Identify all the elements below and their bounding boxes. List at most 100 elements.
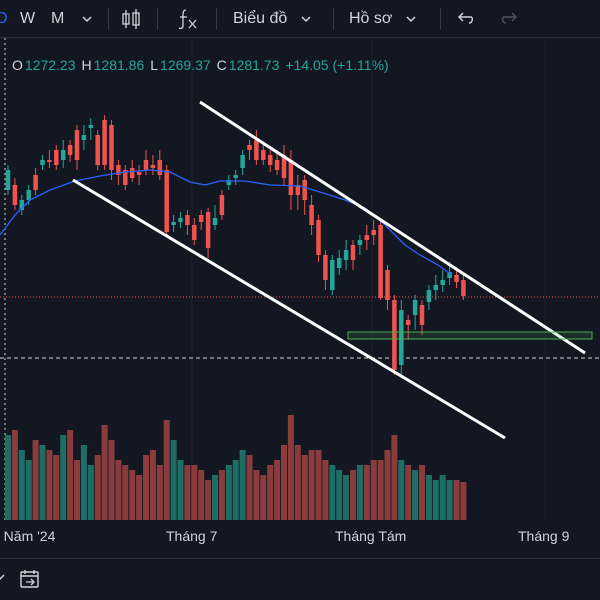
- candle-body: [274, 160, 280, 170]
- candle-body: [419, 305, 425, 325]
- volume-bar: [432, 480, 439, 520]
- volume-bar: [425, 475, 432, 520]
- chevron-down-icon: [301, 16, 311, 23]
- chart-style-button[interactable]: [120, 0, 142, 38]
- volume-bar: [74, 460, 80, 520]
- candle-body: [26, 190, 31, 200]
- redo-button[interactable]: [500, 0, 520, 38]
- volume-bar: [239, 450, 246, 520]
- date-range-button[interactable]: [18, 567, 42, 596]
- volume-bar: [419, 465, 425, 520]
- chart-type-dropdown[interactable]: Biểu đồ: [233, 0, 313, 38]
- chevron-down-icon: [0, 574, 5, 581]
- indicators-button[interactable]: [176, 0, 198, 38]
- candle-body: [143, 160, 149, 170]
- volume-bar: [87, 465, 94, 520]
- candle-body: [198, 215, 204, 222]
- undo-button[interactable]: [455, 0, 475, 38]
- volume-bar: [225, 465, 232, 520]
- volume-bar: [18, 450, 25, 520]
- candle-body: [185, 215, 190, 225]
- high-value: 1281.86: [93, 57, 145, 73]
- candle-body: [109, 125, 114, 170]
- volume-bar: [156, 465, 163, 520]
- toolbar-divider: [108, 8, 109, 30]
- ohlc-legend: O 1272.23 H 1281.86 L 1269.37 C 1281.73 +14.…: [0, 55, 395, 75]
- toolbar-divider: [333, 8, 334, 30]
- redo-icon: [501, 12, 517, 24]
- time-axis-label: g Năm '24: [0, 528, 56, 544]
- candle-body: [316, 220, 321, 255]
- candle-body: [385, 270, 390, 300]
- candle-body: [433, 285, 439, 290]
- interval-w-button[interactable]: W: [20, 0, 35, 38]
- candle-body: [171, 222, 176, 225]
- time-axis[interactable]: g Năm '24 Tháng 7 Tháng Tám Tháng 9: [0, 522, 600, 552]
- toolbar-divider: [216, 8, 217, 30]
- interval-m-button[interactable]: M: [51, 0, 64, 38]
- volume-bar: [170, 440, 177, 520]
- volume-bar: [108, 440, 115, 520]
- volume-bar: [301, 455, 308, 520]
- volume-bar: [329, 465, 336, 520]
- candle-body: [336, 258, 342, 268]
- volume-bar: [460, 482, 467, 520]
- candle-body: [95, 135, 100, 165]
- volume-bar: [391, 435, 398, 520]
- candle-body: [240, 155, 245, 168]
- candle-body: [309, 205, 314, 225]
- volume-bar: [370, 460, 377, 520]
- price-chart[interactable]: [0, 38, 600, 522]
- support-zone-rectangle[interactable]: [347, 331, 593, 340]
- volume-bar: [205, 480, 212, 520]
- volume-bar: [122, 465, 129, 520]
- volume-bar: [453, 480, 460, 520]
- volume-bar: [149, 450, 156, 520]
- channel-upper-trendline[interactable]: [199, 100, 586, 355]
- candle-body: [357, 240, 363, 245]
- volume-bar: [274, 460, 281, 520]
- interval-m-label: M: [51, 10, 65, 27]
- candle-body: [116, 165, 121, 175]
- candle-body: [364, 235, 370, 240]
- open-label: O: [12, 57, 23, 73]
- volume-bar: [281, 445, 287, 520]
- candle-body: [371, 230, 376, 235]
- volume-bar: [46, 450, 53, 520]
- candle-body: [426, 290, 432, 302]
- time-axis-label: Tháng 7: [166, 528, 218, 544]
- volume-bar: [253, 470, 260, 520]
- volume-bar: [191, 465, 198, 520]
- candle-body: [378, 225, 383, 298]
- volume-bar: [5, 435, 11, 520]
- volume-bar: [377, 460, 384, 520]
- candle-body: [412, 300, 418, 315]
- volume-bar: [177, 460, 184, 520]
- volume-bar: [246, 455, 253, 520]
- volume-bar: [267, 465, 274, 520]
- chart-type-label: Biểu đồ: [233, 10, 288, 27]
- volume-bar: [350, 470, 356, 520]
- volume-bar: [136, 475, 143, 520]
- channel-lower-trendline[interactable]: [72, 178, 506, 440]
- candle-body: [454, 275, 459, 282]
- volume-bar: [115, 460, 122, 520]
- candle-body: [54, 150, 59, 165]
- candle-body: [399, 310, 404, 365]
- bottom-bar-handle[interactable]: [0, 567, 6, 589]
- top-toolbar: D W M Biểu đồ Hồ sơ: [0, 0, 600, 38]
- chevron-down-icon: [406, 16, 416, 23]
- profile-dropdown[interactable]: Hồ sơ: [349, 0, 418, 38]
- volume-bar: [212, 475, 218, 520]
- interval-d-button[interactable]: D: [0, 0, 8, 38]
- candle-body: [233, 175, 238, 178]
- interval-dropdown-button[interactable]: [80, 0, 94, 38]
- candle-body: [136, 172, 142, 175]
- volume-bar: [343, 475, 350, 520]
- volume-bar: [60, 435, 67, 520]
- volume-bar: [384, 450, 391, 520]
- volume-bar: [163, 420, 170, 520]
- candle-body: [88, 125, 94, 128]
- candle-body: [302, 180, 307, 200]
- volume-bar: [11, 430, 18, 520]
